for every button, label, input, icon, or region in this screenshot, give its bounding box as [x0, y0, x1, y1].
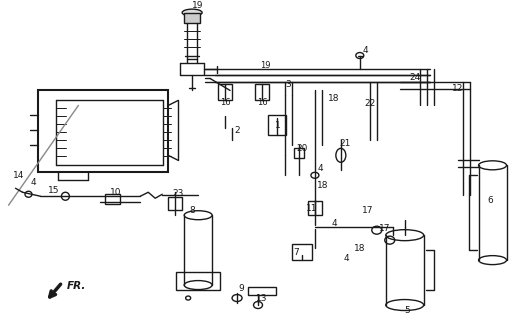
Text: 5: 5	[404, 306, 409, 315]
Text: 16: 16	[220, 98, 231, 107]
Bar	[105, 194, 120, 204]
Text: 10: 10	[110, 188, 121, 197]
Text: 6: 6	[488, 196, 494, 205]
Bar	[248, 287, 276, 295]
Text: 12: 12	[452, 84, 463, 93]
Text: 24: 24	[409, 73, 421, 82]
Text: 14: 14	[13, 171, 24, 180]
Text: 22: 22	[364, 99, 376, 108]
Text: 4: 4	[317, 164, 323, 173]
Bar	[308, 201, 322, 215]
Text: 1: 1	[275, 121, 281, 130]
Text: 4: 4	[332, 219, 338, 228]
Text: 19: 19	[260, 61, 270, 70]
Bar	[176, 272, 220, 290]
Text: FR.: FR.	[67, 281, 86, 291]
Bar	[294, 148, 304, 158]
Text: 18: 18	[354, 244, 366, 253]
Bar	[218, 84, 232, 100]
Ellipse shape	[182, 9, 202, 16]
Text: 17: 17	[362, 206, 373, 215]
Text: 13: 13	[256, 293, 268, 302]
Text: 3: 3	[285, 80, 291, 89]
Text: 2: 2	[234, 126, 240, 135]
Text: 11: 11	[306, 204, 317, 213]
Text: 17: 17	[379, 224, 390, 233]
Text: 4: 4	[31, 178, 37, 187]
Bar	[168, 197, 182, 210]
Text: 18: 18	[328, 94, 340, 103]
Text: 9: 9	[238, 284, 244, 292]
Bar	[292, 244, 312, 260]
Text: 15: 15	[48, 186, 59, 195]
Bar	[39, 91, 168, 172]
Text: 16: 16	[257, 98, 267, 107]
Text: 19: 19	[193, 1, 204, 10]
Text: 4: 4	[363, 46, 369, 55]
Text: 23: 23	[172, 189, 184, 198]
Text: 8: 8	[189, 206, 195, 215]
Bar	[255, 84, 269, 100]
Text: 20: 20	[296, 144, 307, 153]
Text: 18: 18	[317, 181, 329, 190]
Bar	[184, 12, 200, 23]
Bar	[268, 116, 286, 135]
Text: 21: 21	[339, 139, 351, 148]
Text: 4: 4	[344, 254, 350, 263]
Text: 7: 7	[293, 248, 299, 257]
